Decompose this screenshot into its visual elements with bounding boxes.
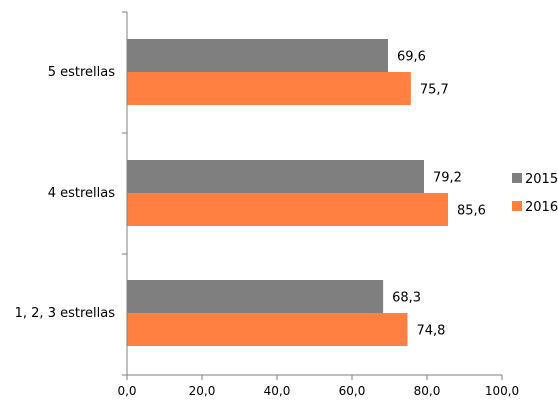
x-tick-label-4: 80,0 [414, 384, 441, 398]
x-tick-label-2: 40,0 [264, 384, 291, 398]
x-tick-label-0: 0,0 [117, 384, 136, 398]
x-tick-label-1: 20,0 [189, 384, 216, 398]
category-label-1: 4 estrellas [48, 186, 116, 201]
category-label-2: 1, 2, 3 estrellas [15, 306, 116, 321]
axes: 5 estrellas 4 estrellas 1, 2, 3 estrellas 0… [15, 11, 519, 398]
data-label-2015-0: 69,6 [397, 50, 426, 65]
x-tick-label-5: 100,0 [485, 384, 519, 398]
x-tick-label-3: 60,0 [339, 384, 366, 398]
legend-swatch-2015 [512, 173, 522, 183]
data-label-2016-0: 75,7 [420, 83, 449, 98]
bar-2015-1 [127, 160, 424, 193]
plot-area: 69,6 75,7 79,2 85,6 68,3 74,8 [127, 39, 486, 346]
bar-2016-2 [127, 313, 408, 346]
data-label-2016-2: 74,8 [417, 324, 446, 339]
bar-2015-2 [127, 280, 384, 313]
bar-2016-0 [127, 72, 411, 105]
data-label-2016-1: 85,6 [457, 204, 486, 219]
legend-swatch-2016 [512, 201, 522, 211]
bar-2016-1 [127, 193, 448, 226]
legend-label-2015: 2015 [525, 172, 558, 187]
legend: 2015 2016 [512, 172, 558, 215]
category-label-0: 5 estrellas [48, 65, 116, 80]
bar-2015-0 [127, 39, 388, 72]
data-label-2015-1: 79,2 [433, 171, 462, 186]
legend-label-2016: 2016 [525, 200, 558, 215]
data-label-2015-2: 68,3 [392, 291, 421, 306]
